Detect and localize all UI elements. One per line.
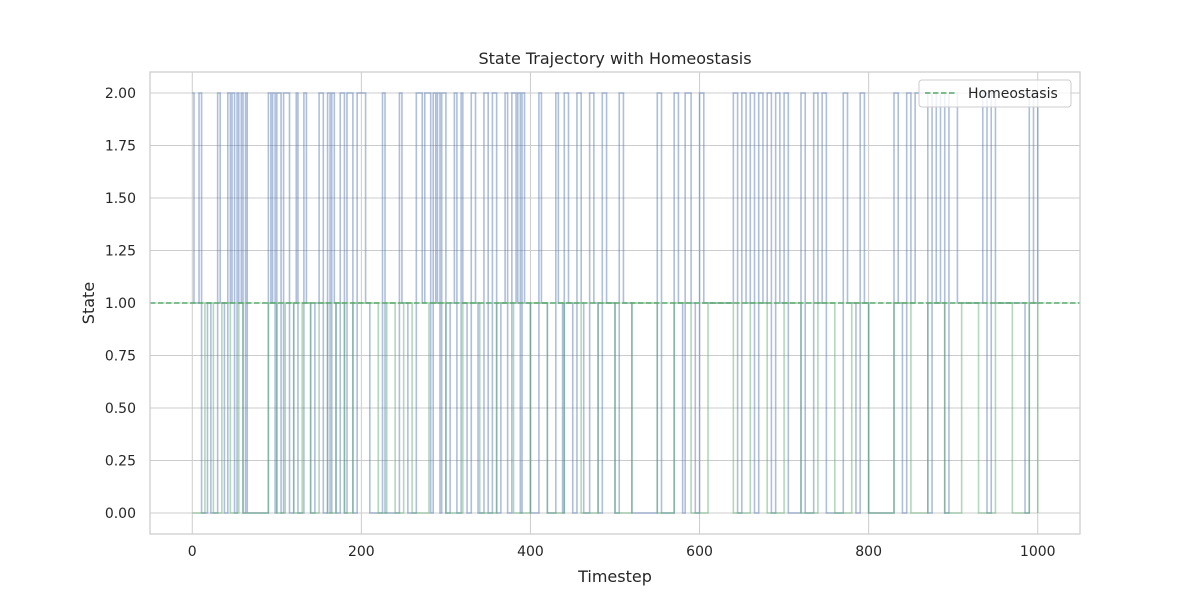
x-tick-label: 400: [517, 544, 544, 560]
y-tick-label: 1.50: [105, 191, 136, 207]
y-tick-label: 2.00: [105, 86, 136, 102]
y-axis-label: State: [79, 282, 98, 324]
plot-frame: [149, 71, 1081, 535]
x-tick-label: 600: [686, 544, 713, 560]
y-tick-label: 1.75: [105, 139, 136, 155]
tick-labels: 0 200 400 600 800 1000 0.00 0.25 0.50 0.75 1.00 1.2…: [105, 86, 1056, 560]
x-axis-label: Timestep: [577, 567, 652, 586]
y-tick-label: 1.00: [105, 296, 136, 312]
x-tick-label: 1000: [1020, 544, 1056, 560]
x-tick-label: 800: [855, 544, 882, 560]
y-tick-label: 0.25: [105, 454, 136, 470]
x-tick-label: 200: [348, 544, 375, 560]
y-tick-label: 0.00: [105, 506, 136, 522]
y-tick-label: 1.25: [105, 244, 136, 260]
legend-box: [918, 79, 1072, 108]
legend: Homeostasis: [918, 79, 1072, 108]
state-series-1-line: [192, 92, 1039, 514]
state-series-2-line: [192, 302, 1039, 514]
chart-title: State Trajectory with Homeostasis: [478, 49, 751, 68]
y-tick-label: 0.50: [105, 401, 136, 417]
y-tick-label: 0.75: [105, 349, 136, 365]
x-tick-label: 0: [188, 544, 197, 560]
legend-homeostasis-label: Homeostasis: [968, 86, 1058, 102]
